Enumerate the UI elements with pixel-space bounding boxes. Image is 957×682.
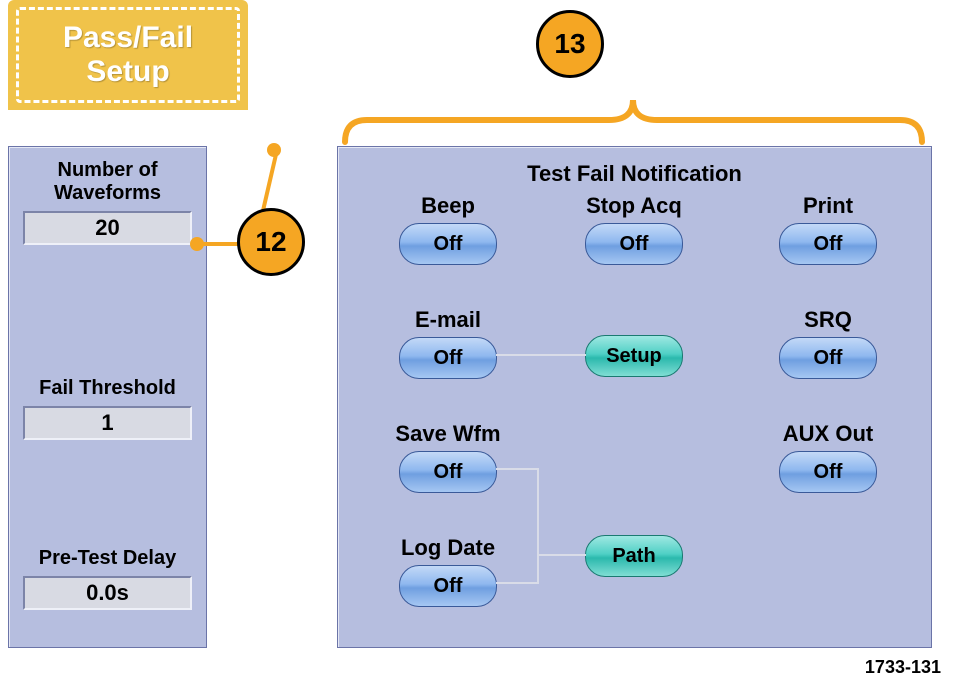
figure-id: 1733-131 [865, 657, 941, 678]
auxout-value: Off [814, 461, 843, 483]
logdate-toggle[interactable]: Off [399, 565, 497, 607]
email-value: Off [434, 347, 463, 369]
waveforms-label: Number ofWaveforms [9, 159, 206, 205]
email-toggle[interactable]: Off [399, 337, 497, 379]
connector-12-to-tab [260, 152, 278, 215]
print-value: Off [814, 233, 843, 255]
srq-toggle[interactable]: Off [779, 337, 877, 379]
print-label: Print [738, 193, 918, 219]
stopacq-toggle[interactable]: Off [585, 223, 683, 265]
pretest-delay-label: Pre-Test Delay [9, 547, 206, 570]
auxout-label: AUX Out [738, 421, 918, 447]
fail-threshold-value-field[interactable]: 1 [23, 406, 192, 440]
srq-label: SRQ [738, 307, 918, 333]
waveforms-value-field[interactable]: 20 [23, 211, 192, 245]
pretest-delay-value-field[interactable]: 0.0s [23, 576, 192, 610]
beep-value: Off [434, 233, 463, 255]
connector-dot-tab [267, 143, 281, 157]
beep-label: Beep [358, 193, 538, 219]
setup-label: Setup [606, 345, 662, 367]
waveforms-value: 20 [95, 215, 119, 240]
email-label: E-mail [358, 307, 538, 333]
print-toggle[interactable]: Off [779, 223, 877, 265]
logdate-label: Log Date [358, 535, 538, 561]
callout-brace-13 [337, 96, 930, 146]
connector-12-to-field [198, 242, 242, 246]
left-settings-panel: Number ofWaveforms 20 Fail Threshold 1 P… [8, 146, 207, 648]
stopacq-label: Stop Acq [544, 193, 724, 219]
panel-title: Test Fail Notification [338, 161, 931, 187]
fail-threshold-label: Fail Threshold [9, 377, 206, 400]
auxout-toggle[interactable]: Off [779, 451, 877, 493]
email-setup-button[interactable]: Setup [585, 335, 683, 377]
savewfm-value: Off [434, 461, 463, 483]
fail-threshold-value: 1 [101, 410, 113, 435]
savewfm-toggle[interactable]: Off [399, 451, 497, 493]
callout-13: 13 [536, 10, 604, 78]
srq-value: Off [814, 347, 843, 369]
callout-12: 12 [237, 208, 305, 276]
stopacq-value: Off [620, 233, 649, 255]
pretest-delay-value: 0.0s [86, 580, 129, 605]
callout-13-label: 13 [554, 28, 585, 60]
logdate-value: Off [434, 575, 463, 597]
callout-12-label: 12 [255, 226, 286, 258]
pass-fail-setup-tab[interactable]: Pass/FailSetup [8, 0, 248, 110]
tab-title: Pass/FailSetup [16, 7, 240, 103]
savewfm-label: Save Wfm [358, 421, 538, 447]
beep-toggle[interactable]: Off [399, 223, 497, 265]
test-fail-notification-panel: Test Fail Notification Beep Off Stop Acq… [337, 146, 932, 648]
path-label: Path [612, 545, 655, 567]
path-button[interactable]: Path [585, 535, 683, 577]
connector-dot-field [190, 237, 204, 251]
